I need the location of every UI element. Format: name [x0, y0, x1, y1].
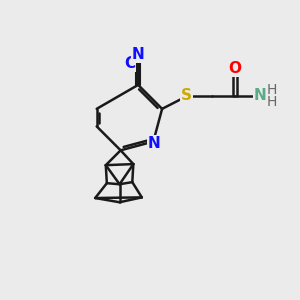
- Text: S: S: [181, 88, 192, 104]
- Text: N: N: [148, 136, 160, 151]
- Text: H: H: [266, 83, 277, 97]
- Text: N: N: [254, 88, 267, 103]
- Text: O: O: [229, 61, 242, 76]
- Text: H: H: [266, 95, 277, 109]
- Text: C: C: [124, 56, 136, 71]
- Text: N: N: [132, 47, 145, 62]
